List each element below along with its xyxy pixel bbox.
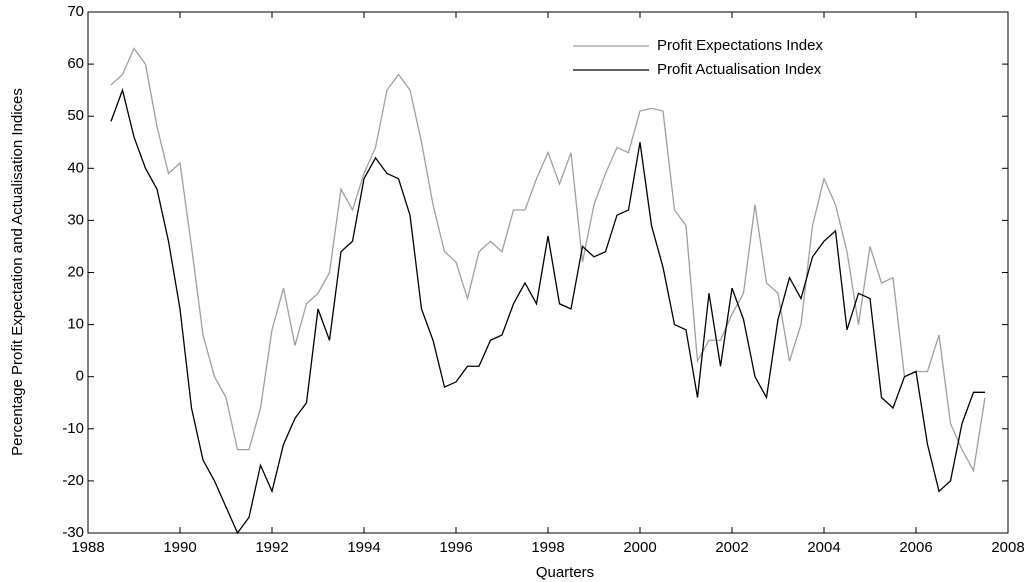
y-tick-label: -20 — [62, 472, 84, 489]
x-tick-label: 2008 — [991, 539, 1024, 556]
y-tick-label: 20 — [67, 263, 84, 280]
x-tick-label: 1994 — [347, 539, 380, 556]
y-tick-label: 30 — [67, 211, 84, 228]
y-tick-label: 60 — [67, 55, 84, 72]
plot-frame — [87, 11, 1009, 534]
x-tick-label: 1990 — [163, 539, 196, 556]
y-tick-label: -10 — [62, 420, 84, 437]
y-tick-label: 70 — [67, 3, 84, 20]
x-tick-label: 2000 — [623, 539, 656, 556]
legend-label: Profit Actualisation Index — [657, 61, 822, 78]
y-tick-label: 50 — [67, 107, 84, 124]
y-tick-label: -30 — [62, 524, 84, 541]
y-tick-label: 10 — [67, 316, 84, 333]
y-axis-title: Percentage Profit Expectation and Actual… — [9, 88, 26, 456]
x-axis-title: Quarters — [536, 564, 594, 581]
x-tick-label: 2002 — [715, 539, 748, 556]
series-line — [110, 47, 986, 473]
y-tick-label: 40 — [67, 159, 84, 176]
x-tick-label: 1998 — [531, 539, 564, 556]
x-tick-label: 1996 — [439, 539, 472, 556]
legend-label: Profit Expectations Index — [657, 37, 823, 54]
x-tick-label: 2004 — [807, 539, 840, 556]
x-tick-label: 1992 — [255, 539, 288, 556]
x-tick-label: 1988 — [71, 539, 104, 556]
y-tick-label: 0 — [76, 368, 84, 385]
x-tick-label: 2006 — [899, 539, 932, 556]
series-line — [110, 87, 985, 535]
